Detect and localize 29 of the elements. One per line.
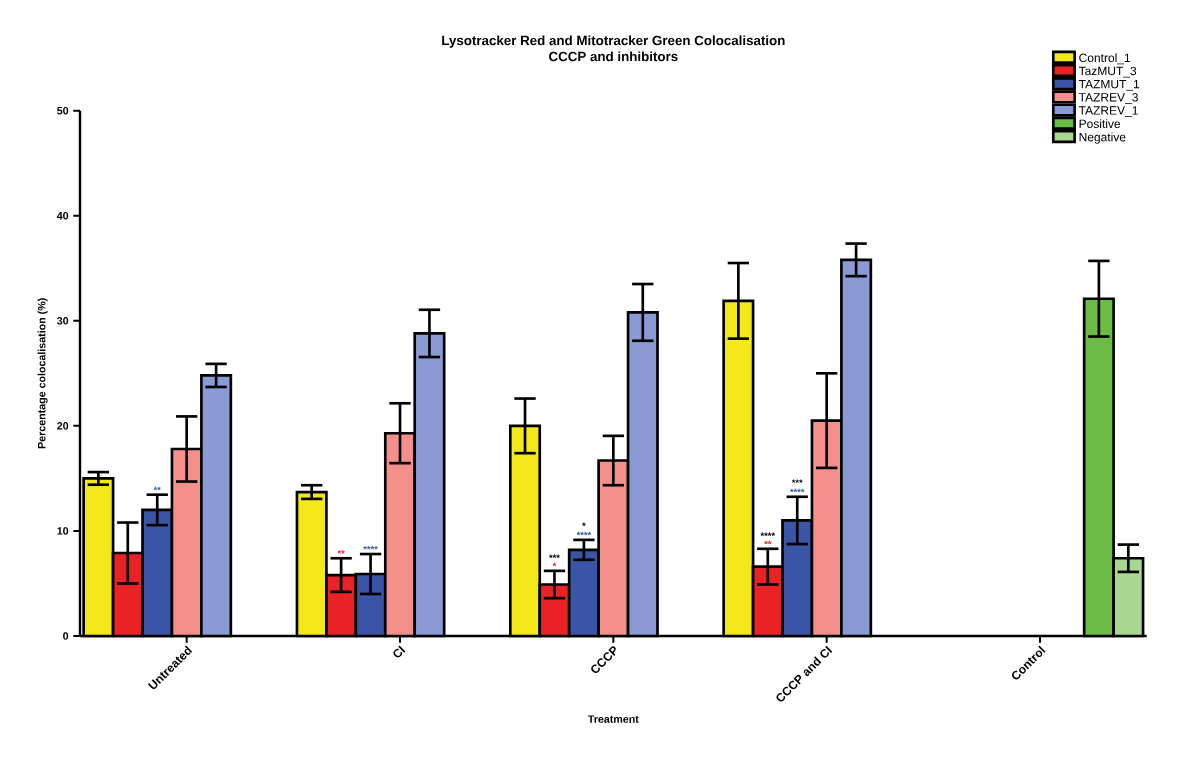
data-label: *	[552, 562, 557, 567]
legend-label: TAZMUT_1	[1078, 79, 1140, 91]
data-label: **	[153, 486, 161, 491]
annotation: *	[582, 522, 586, 526]
y-tick-label: 50	[57, 106, 69, 115]
annotation: ***	[549, 554, 560, 559]
x-axis-title: Treatment	[587, 715, 639, 723]
data-label: **	[337, 550, 345, 554]
legend-label: TAZREV_1	[1078, 106, 1138, 117]
legend-label: Negative	[1079, 132, 1126, 144]
chart-subtitle: CCCP and inhibitors	[549, 51, 678, 62]
y-axis-title: Percentage colocalisation (%)	[37, 298, 48, 449]
annotation: ****	[760, 532, 776, 536]
data-label: ****	[789, 488, 805, 493]
y-tick-label: 10	[57, 527, 69, 535]
legend-label: Positive	[1079, 119, 1121, 129]
data-label: ****	[363, 546, 378, 550]
data-label: ****	[576, 531, 592, 536]
y-tick-label: 40	[56, 211, 69, 220]
y-tick-label: 30	[57, 317, 69, 325]
annotation: ***	[791, 479, 803, 483]
chart-title: Lysotracker Red and Mitotracker Green Colocalisation	[442, 35, 785, 48]
legend-label: TazMUT_3	[1078, 66, 1137, 78]
data-label: **	[764, 540, 772, 545]
y-tick-label: 0	[63, 632, 69, 640]
x-tick-label: CI	[393, 645, 406, 658]
legend-label: Control_1	[1079, 53, 1131, 65]
legend-label: TAZREV_3	[1078, 93, 1138, 104]
y-tick-label: 20	[57, 422, 69, 430]
